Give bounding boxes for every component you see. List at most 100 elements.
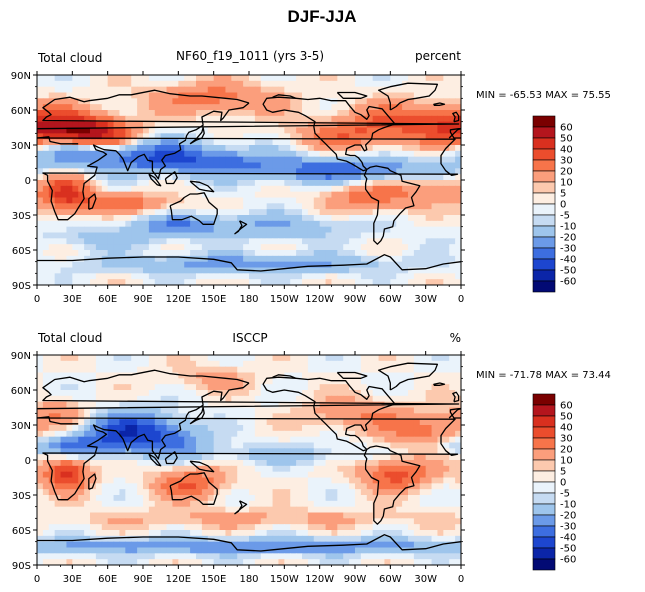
field-cell [408, 145, 415, 152]
field-cell [302, 465, 309, 473]
field-cell [143, 75, 150, 82]
field-cell [384, 524, 391, 531]
field-cell [425, 442, 433, 449]
field-cell [196, 436, 203, 444]
field-cell [101, 524, 109, 531]
field-cell [425, 127, 433, 134]
field-cell [425, 250, 433, 257]
field-cell [384, 378, 391, 385]
field-cell [237, 209, 244, 216]
field-cell [207, 215, 215, 222]
field-cell [225, 436, 232, 444]
field-cell [260, 226, 268, 234]
field-cell [431, 430, 439, 438]
field-cell [184, 460, 191, 467]
field-cell [84, 465, 91, 473]
field-cell [254, 75, 262, 82]
field-cell [143, 255, 150, 263]
field-cell [331, 460, 338, 467]
field-cell [72, 372, 79, 379]
field-cell [207, 460, 215, 467]
field-cell [278, 471, 285, 479]
field-cell [131, 168, 138, 175]
field-cell [231, 471, 238, 479]
field-cell [243, 390, 250, 397]
field-cell [160, 355, 168, 362]
field-cell [42, 267, 50, 274]
field-cell [396, 279, 403, 285]
field-cell [125, 448, 132, 455]
field-cell [95, 273, 103, 280]
field-cell [213, 92, 221, 99]
field-cell [201, 477, 209, 484]
field-cell [101, 500, 109, 508]
field-cell [437, 250, 444, 257]
field-cell [384, 180, 391, 187]
field-cell [413, 524, 421, 531]
field-cell [201, 495, 209, 502]
field-cell [231, 273, 238, 280]
field-cell [349, 115, 356, 123]
field-cell [378, 232, 386, 239]
field-cell [272, 512, 280, 519]
field-cell [437, 238, 444, 245]
field-cell [60, 425, 68, 432]
field-cell [296, 197, 303, 204]
field-cell [431, 226, 439, 234]
field-cell [355, 180, 362, 187]
field-cell [237, 267, 244, 274]
field-cell [266, 273, 274, 280]
field-cell [449, 512, 456, 519]
field-cell [249, 279, 256, 285]
field-cell [131, 250, 138, 257]
field-cell [184, 104, 191, 111]
field-cell [160, 407, 168, 414]
field-cell [72, 215, 79, 222]
field-cell [95, 139, 103, 146]
field-cell [425, 355, 433, 362]
field-cell [313, 226, 321, 234]
field-cell [302, 139, 309, 146]
field-cell [425, 506, 433, 514]
field-cell [254, 279, 262, 285]
field-cell [355, 378, 362, 385]
field-cell [231, 261, 238, 269]
field-cell [296, 279, 303, 285]
field-cell [113, 139, 121, 146]
field-cell [219, 174, 227, 181]
field-cell [243, 471, 250, 479]
field-cell [390, 267, 397, 274]
field-cell [431, 92, 439, 99]
field-cell [278, 530, 285, 537]
field-cell [143, 279, 150, 285]
field-cell [213, 244, 221, 251]
field-cell [443, 384, 450, 391]
field-cell [419, 244, 427, 251]
field-cell [119, 524, 126, 531]
field-cell [396, 145, 403, 152]
field-cell [260, 232, 268, 239]
field-cell [360, 384, 368, 391]
field-cell [360, 407, 368, 414]
field-cell [72, 477, 79, 484]
field-cell [66, 395, 73, 403]
field-cell [54, 156, 62, 164]
field-cell [72, 115, 79, 123]
field-cell [125, 425, 132, 432]
field-cell [325, 104, 333, 111]
field-cell [408, 162, 415, 169]
field-cell [184, 156, 191, 164]
field-cell [396, 197, 403, 204]
field-cell [302, 273, 309, 280]
field-cell [431, 378, 439, 385]
field-cell [284, 390, 291, 397]
field-cell [231, 500, 238, 508]
x-tick-label: 0 [458, 294, 464, 305]
field-cell [272, 238, 280, 245]
field-cell [72, 110, 79, 117]
field-cell [378, 75, 386, 82]
field-cell [331, 185, 338, 193]
field-cell [384, 430, 391, 438]
field-cell [131, 139, 138, 146]
field-cell [231, 448, 238, 455]
